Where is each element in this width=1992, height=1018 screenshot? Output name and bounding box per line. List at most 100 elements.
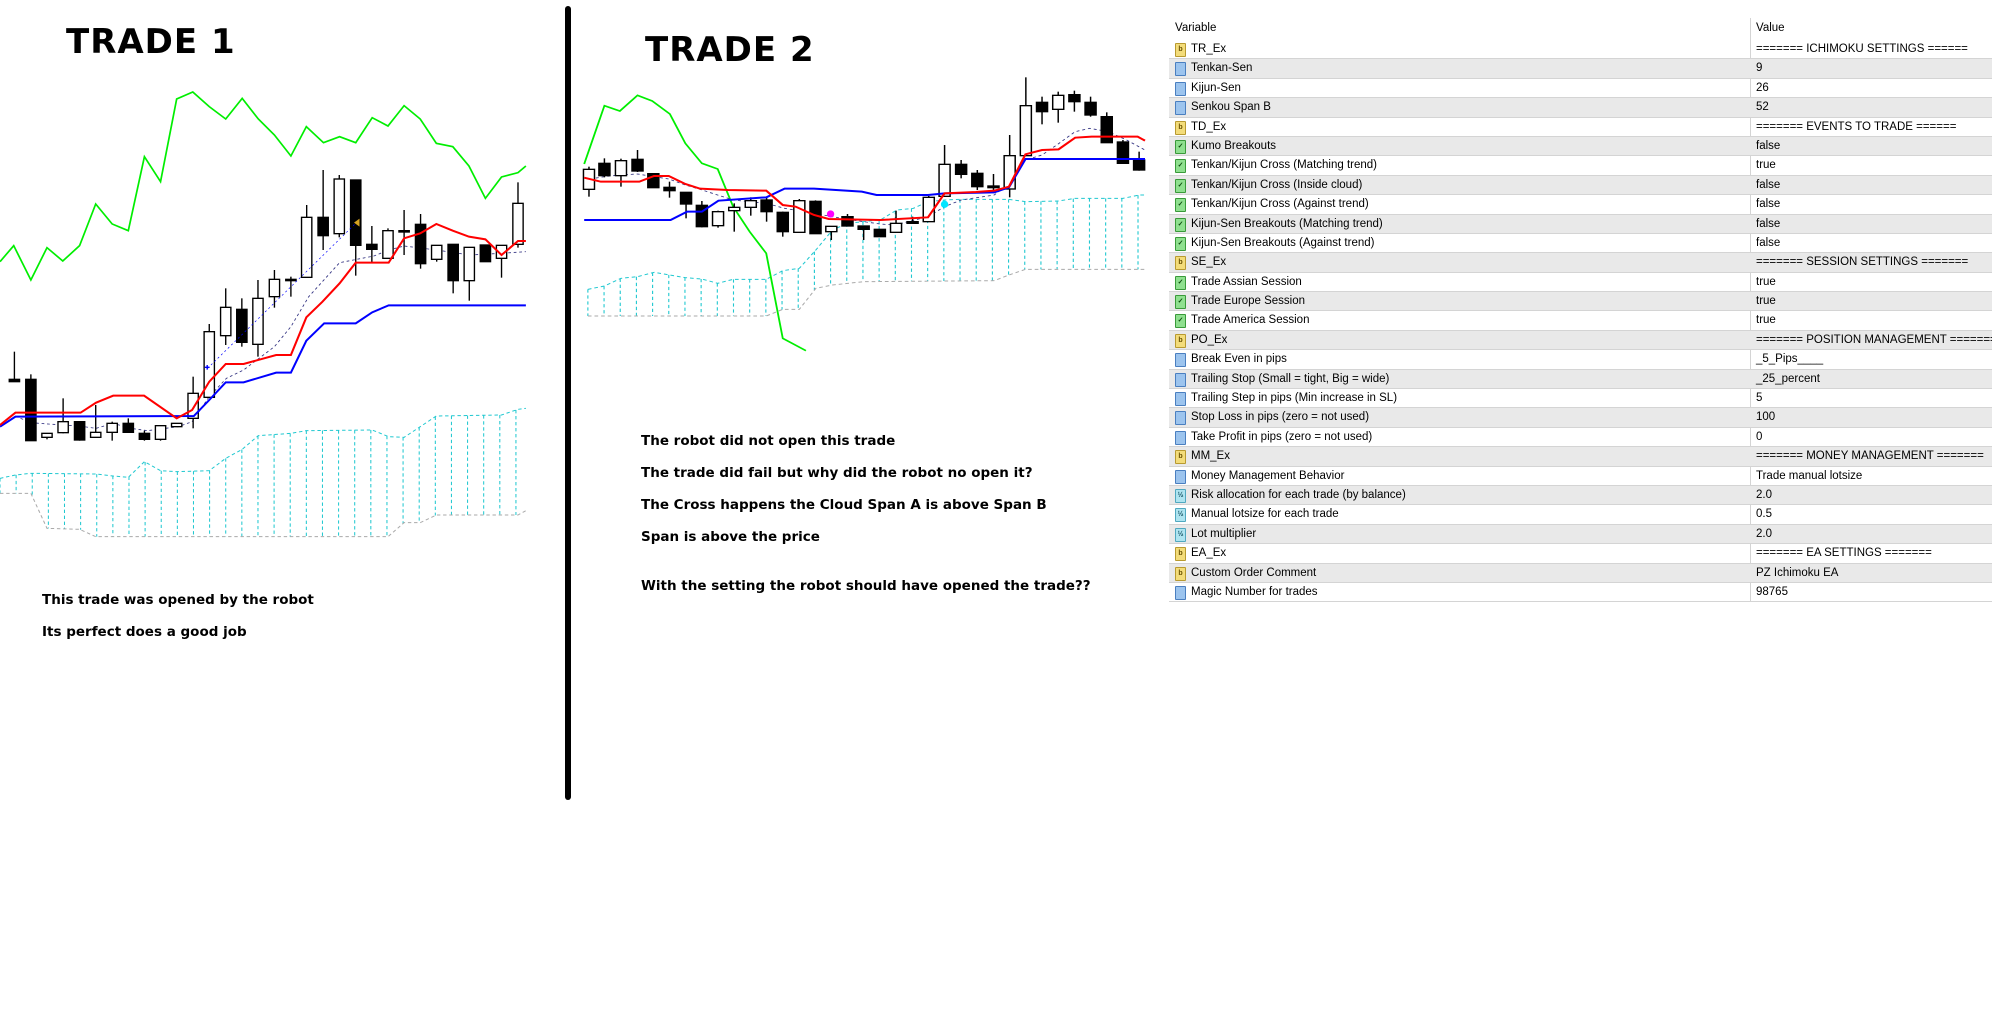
header-value[interactable]: Value — [1756, 22, 1785, 34]
trade-1-note: Its perfect does a good job — [42, 624, 247, 640]
table-row[interactable]: b SE_Ex ======= SESSION SETTINGS ======= — [1169, 253, 1992, 273]
candlestick — [744, 200, 758, 208]
table-row[interactable]: Money Management Behavior Trade manual l… — [1169, 467, 1992, 486]
variable-value[interactable]: 26 — [1756, 81, 1769, 94]
variable-value[interactable]: false — [1756, 139, 1781, 152]
table-row[interactable]: Stop Loss in pips (zero = not used) 100 — [1169, 408, 1992, 428]
table-row[interactable]: b PO_Ex ======= POSITION MANAGEMENT ====… — [1169, 330, 1992, 351]
table-row[interactable]: ✓ Kumo Breakouts false — [1169, 136, 1992, 157]
table-row[interactable]: ✓ Trade Europe Session true — [1169, 292, 1992, 312]
variable-value[interactable]: false — [1756, 217, 1781, 230]
table-row[interactable]: ✓ Trade Assian Session true — [1169, 273, 1992, 293]
variable-name: PO_Ex — [1191, 333, 1228, 346]
ea-inputs-table: Variable Value b TR_Ex ======= ICHIMOKU … — [1169, 18, 1992, 603]
candlestick — [106, 422, 119, 433]
int-type-icon — [1175, 372, 1186, 387]
variable-value[interactable]: 52 — [1756, 101, 1769, 114]
candlestick — [695, 204, 709, 228]
entry-arrow-icon — [354, 218, 360, 227]
variable-value[interactable]: true — [1756, 275, 1776, 288]
variable-name: Tenkan-Sen — [1191, 62, 1253, 75]
candlestick — [1019, 104, 1033, 157]
variable-name: Trade Europe Session — [1191, 295, 1306, 308]
variable-name: Senkou Span B — [1191, 101, 1271, 114]
candlestick — [154, 425, 167, 440]
senkou-span-b-line — [587, 268, 1145, 317]
chikou-span-line — [583, 94, 807, 352]
variable-value[interactable]: 0 — [1756, 430, 1763, 443]
variable-value[interactable]: ======= POSITION MANAGEMENT ======= — [1756, 333, 1992, 346]
variable-value[interactable]: false — [1756, 236, 1781, 249]
variable-value[interactable]: _25_percent — [1756, 372, 1820, 385]
candlestick — [711, 211, 725, 227]
variable-name: Risk allocation for each trade (by balan… — [1191, 488, 1406, 501]
variable-value[interactable]: 0.5 — [1756, 508, 1772, 521]
table-row[interactable]: ✓ Kijun-Sen Breakouts (Against trend) fa… — [1169, 234, 1992, 254]
candlestick — [349, 179, 362, 246]
candlestick — [938, 163, 951, 197]
variable-value[interactable]: true — [1756, 159, 1776, 172]
table-row[interactable]: ✓ Tenkan/Kijun Cross (Inside cloud) fals… — [1169, 175, 1992, 196]
variable-value[interactable]: ======= ICHIMOKU SETTINGS ====== — [1756, 43, 1968, 55]
table-row[interactable]: Take Profit in pips (zero = not used) 0 — [1169, 428, 1992, 448]
candlestick — [987, 185, 1000, 189]
variable-value[interactable]: ======= EVENTS TO TRADE ====== — [1756, 120, 1957, 133]
variable-value[interactable]: 9 — [1756, 62, 1763, 75]
candlestick — [203, 331, 216, 398]
int-type-icon — [1175, 353, 1186, 368]
table-row[interactable]: Trailing Stop (Small = tight, Big = wide… — [1169, 369, 1992, 390]
variable-value[interactable]: true — [1756, 295, 1776, 308]
string-type-icon: b — [1175, 333, 1186, 348]
table-row[interactable]: ✓ Trade America Session true — [1169, 311, 1992, 331]
variable-value[interactable]: ======= MONEY MANAGEMENT ======= — [1756, 450, 1984, 463]
string-type-icon: b — [1175, 450, 1186, 465]
variable-name: Take Profit in pips (zero = not used) — [1191, 430, 1373, 443]
table-row[interactable]: ✓ Kijun-Sen Breakouts (Matching trend) f… — [1169, 214, 1992, 234]
table-row[interactable]: ✓ Tenkan/Kijun Cross (Against trend) fal… — [1169, 195, 1992, 215]
candlestick — [793, 200, 806, 233]
variable-value[interactable]: ======= EA SETTINGS ======= — [1756, 547, 1932, 560]
table-row[interactable]: Break Even in pips _5_Pips____ — [1169, 350, 1992, 370]
variable-value[interactable]: ======= SESSION SETTINGS ======= — [1756, 256, 1969, 269]
variable-value[interactable]: 5 — [1756, 392, 1763, 405]
table-row[interactable]: Tenkan-Sen 9 — [1169, 59, 1992, 79]
variable-name: Trailing Step in pips (Min increase in S… — [1191, 392, 1398, 405]
variable-name: Break Even in pips — [1191, 353, 1287, 366]
variable-name: MM_Ex — [1191, 450, 1230, 463]
variable-value[interactable]: 2.0 — [1756, 527, 1772, 540]
variable-value[interactable]: false — [1756, 198, 1781, 211]
variable-value[interactable]: Trade manual lotsize — [1756, 469, 1863, 482]
variable-value[interactable]: true — [1756, 314, 1776, 327]
table-row[interactable]: b TD_Ex ======= EVENTS TO TRADE ====== — [1169, 118, 1992, 137]
table-row[interactable]: Senkou Span B 52 — [1169, 98, 1992, 118]
table-row[interactable]: ½ Manual lotsize for each trade 0.5 — [1169, 505, 1992, 525]
int-type-icon — [1175, 585, 1186, 600]
variable-value[interactable]: 100 — [1756, 411, 1776, 424]
table-row[interactable]: b EA_Ex ======= EA SETTINGS ======= — [1169, 544, 1992, 564]
table-row[interactable]: Trailing Step in pips (Min increase in S… — [1169, 389, 1992, 409]
bool-type-icon: ✓ — [1175, 295, 1186, 310]
table-row[interactable]: Magic Number for trades 98765 — [1169, 583, 1992, 603]
variable-value[interactable]: false — [1756, 178, 1781, 191]
candlestick — [647, 173, 660, 189]
table-row[interactable]: ✓ Tenkan/Kijun Cross (Matching trend) tr… — [1169, 156, 1992, 176]
table-row[interactable]: ½ Lot multiplier 2.0 — [1169, 524, 1992, 545]
table-row[interactable]: b TR_Ex ======= ICHIMOKU SETTINGS ====== — [1169, 40, 1992, 60]
candlestick — [8, 378, 21, 383]
variable-name: Custom Order Comment — [1191, 566, 1317, 579]
variable-value[interactable]: 98765 — [1756, 585, 1788, 598]
table-row[interactable]: ½ Risk allocation for each trade (by bal… — [1169, 485, 1992, 506]
table-row[interactable]: b MM_Ex ======= MONEY MANAGEMENT ======= — [1169, 447, 1992, 467]
candlestick — [317, 216, 329, 237]
int-type-icon — [1175, 469, 1186, 484]
header-variable[interactable]: Variable — [1175, 22, 1217, 34]
variable-name: Trailing Stop (Small = tight, Big = wide… — [1191, 372, 1390, 385]
variable-value[interactable]: _5_Pips____ — [1756, 353, 1824, 366]
table-row[interactable]: b Custom Order Comment PZ Ichimoku EA — [1169, 563, 1992, 583]
variable-value[interactable]: PZ Ichimoku EA — [1756, 566, 1839, 579]
variable-name: Tenkan/Kijun Cross (Matching trend) — [1191, 159, 1377, 172]
variable-name: Manual lotsize for each trade — [1191, 508, 1339, 521]
candlestick — [971, 172, 984, 188]
variable-value[interactable]: 2.0 — [1756, 488, 1772, 501]
table-row[interactable]: Kijun-Sen 26 — [1169, 79, 1992, 99]
